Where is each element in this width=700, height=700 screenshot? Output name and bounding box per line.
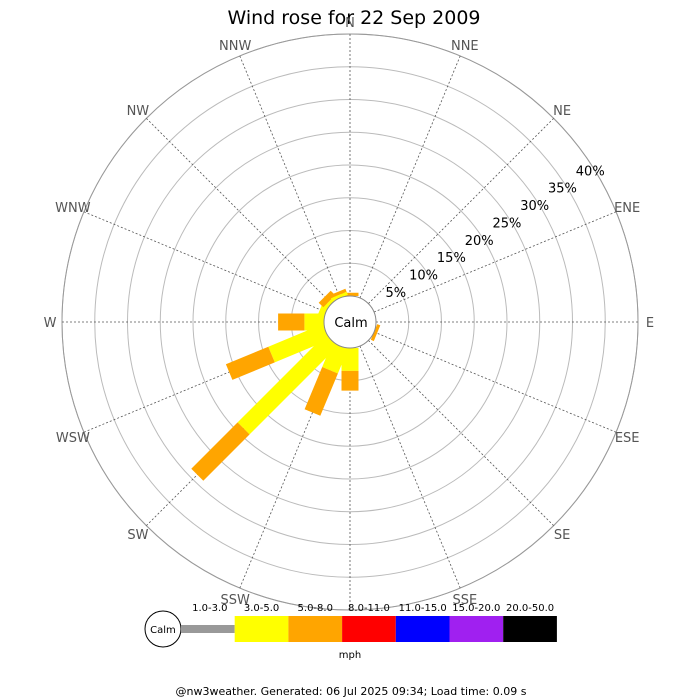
legend-swatch-8.0-11.0: [342, 616, 396, 642]
dir-label-e: E: [646, 316, 654, 331]
legend-label-8.0-11.0: 8.0-11.0: [348, 603, 390, 614]
polar-grid: [61, 33, 639, 611]
ring-label-10: 10%: [409, 269, 438, 284]
legend-label-5.0-8.0: 5.0-8.0: [298, 603, 333, 614]
dir-label-sse: SSE: [452, 593, 477, 608]
legend-label-20.0-50.0: 20.0-50.0: [506, 603, 554, 614]
legend-swatch-3.0-5.0: [234, 616, 289, 642]
chart-title: Wind rose for 22 Sep 2009: [227, 7, 480, 29]
dir-label-wsw: WSW: [56, 431, 90, 446]
legend-swatch-15.0-20.0: [449, 616, 504, 642]
dir-label-sw: SW: [127, 528, 148, 543]
bar-sw-3.0-5.0: [237, 334, 338, 435]
dir-label-nnw: NNW: [219, 39, 251, 54]
legend-swatch-20.0-50.0: [503, 616, 557, 642]
ring-labels: 5%10% 15% 20% 25% 30% 35% 40%: [386, 164, 605, 300]
wind-bars: [191, 288, 381, 481]
ring-5: [159, 131, 541, 513]
dir-label-nne: NNE: [451, 39, 479, 54]
calm-center: Calm: [323, 295, 377, 349]
legend-label-11.0-15.0: 11.0-15.0: [399, 603, 447, 614]
bar-ssw-5.0-8.0: [304, 367, 338, 416]
ring-label-40: 40%: [576, 164, 605, 179]
legend-calm-label: Calm: [150, 625, 176, 636]
ring-label-25: 25%: [492, 216, 521, 231]
legend-label-1.0-3.0: 1.0-3.0: [192, 603, 227, 614]
dir-label-n: N: [345, 16, 355, 31]
dir-label-nw: NW: [127, 104, 150, 119]
calm-label: Calm: [334, 316, 367, 331]
bar-wsw-3.0-5.0: [268, 324, 330, 363]
bar-ssw-3.0-5.0: [322, 342, 348, 374]
dir-label-w: W: [44, 316, 57, 331]
ring-4: [192, 164, 508, 480]
legend-swatch-11.0-15.0: [395, 616, 450, 642]
speed-legend: Calm mph 1.0-3.0 3.0-5.0 5.0-8.0 8.0-11.0 11…: [144, 603, 557, 661]
bar-nnw-3.0-5.0: [330, 291, 348, 302]
bar-wsw-5.0-8.0: [225, 346, 275, 380]
footer-text: @nw3weather. Generated: 06 Jul 2025 09:3…: [176, 685, 527, 698]
bar-ese-5.0-8.0: [370, 324, 381, 342]
ring-label-20: 20%: [465, 234, 494, 249]
legend-label-3.0-5.0: 3.0-5.0: [244, 603, 279, 614]
spoke-nw: [146, 118, 332, 304]
bar-sw-5.0-8.0: [191, 422, 250, 481]
dir-label-ssw: SSW: [221, 593, 251, 608]
bar-s-5.0-8.0: [341, 370, 359, 391]
ring-label-5: 5%: [386, 286, 407, 301]
legend-swatch-5.0-8.0: [288, 616, 343, 642]
ring-label-35: 35%: [548, 182, 577, 197]
legend-swatch-1.0-3.0: [181, 625, 235, 633]
ring-label-30: 30%: [520, 199, 549, 214]
bar-w-5.0-8.0: [278, 313, 305, 331]
dir-label-ne: NE: [553, 104, 571, 119]
dir-label-se: SE: [554, 528, 570, 543]
bar-nnw-5.0-8.0: [329, 288, 347, 299]
ring-3: [225, 197, 475, 447]
dir-label-wnw: WNW: [55, 201, 91, 216]
legend-unit-label: mph: [339, 650, 361, 661]
legend-label-15.0-20.0: 15.0-20.0: [452, 603, 500, 614]
ring-label-15: 15%: [437, 251, 466, 266]
dir-label-ese: ESE: [615, 431, 640, 446]
dir-label-ene: ENE: [614, 201, 640, 216]
